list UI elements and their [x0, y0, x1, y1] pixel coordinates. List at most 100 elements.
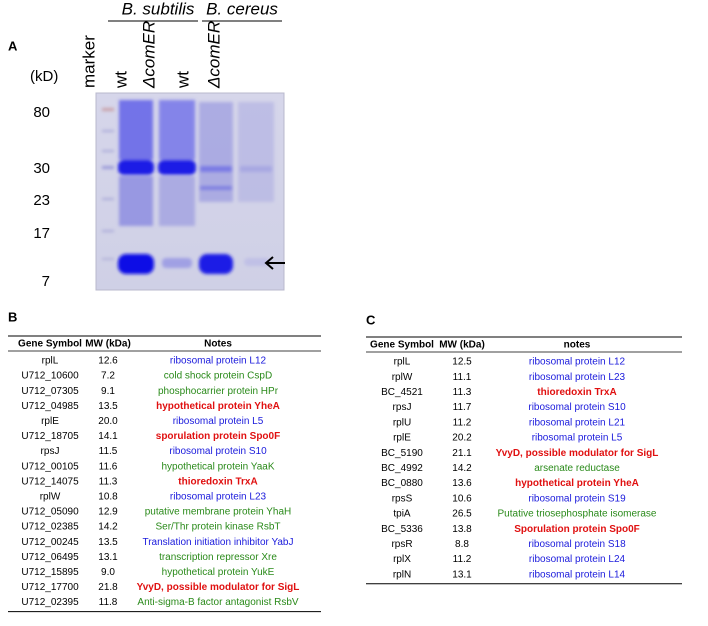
- column-header: notes: [564, 340, 591, 351]
- molecular-weight: 11.8: [99, 597, 118, 608]
- molecular-weight: 13.8: [452, 524, 472, 535]
- gene-symbol: U712_02395: [21, 597, 79, 608]
- gene-symbol: BC_4992: [381, 463, 423, 474]
- panel-label: C: [366, 312, 376, 327]
- molecular-weight: 11.2: [453, 417, 472, 428]
- gene-symbol: rpsR: [391, 539, 412, 550]
- molecular-weight: 7.2: [101, 371, 115, 382]
- molecular-weight: 11.3: [99, 476, 118, 487]
- gene-symbol: rplU: [393, 417, 411, 428]
- note: ribosomal protein L5: [532, 433, 623, 444]
- panel-label: B: [8, 309, 17, 324]
- molecular-weight: 9.0: [101, 567, 115, 578]
- molecular-weight: 14.2: [98, 522, 118, 533]
- molecular-weight: 11.7: [453, 402, 472, 413]
- molecular-weight: 21.8: [98, 582, 118, 593]
- gene-symbol: BC_5190: [381, 448, 423, 459]
- column-header: Gene Symbol: [370, 340, 434, 351]
- note: hypothetical protein YukE: [162, 567, 275, 578]
- note: hypothetical protein YheA: [156, 401, 280, 412]
- note: ribosomal protein L24: [529, 554, 626, 565]
- molecular-weight: 13.6: [452, 478, 472, 489]
- molecular-weight: 10.6: [452, 493, 472, 504]
- gene-symbol: BC_0880: [381, 478, 423, 489]
- species-label: B. subtilis: [122, 0, 195, 18]
- mw-label: 80: [33, 104, 50, 121]
- note: arsenate reductase: [534, 463, 620, 474]
- molecular-weight: 20.0: [98, 416, 118, 427]
- gene-symbol: U712_02385: [21, 522, 79, 533]
- gene-symbol: U712_07305: [21, 386, 79, 397]
- molecular-weight: 11.3: [453, 387, 472, 398]
- mw-label: 23: [33, 192, 50, 209]
- gene-symbol: U712_00105: [21, 461, 79, 472]
- molecular-weight: 13.5: [98, 537, 118, 548]
- column-header: MW (kDa): [439, 340, 485, 351]
- lane-label: wt: [111, 71, 130, 89]
- molecular-weight: 8.8: [455, 539, 469, 550]
- note: ribosomal protein L14: [529, 569, 626, 580]
- note: thioredoxin TrxA: [178, 476, 257, 487]
- molecular-weight: 14.1: [98, 431, 118, 442]
- mw-label: 7: [42, 273, 50, 290]
- gene-symbol: rplW: [392, 372, 413, 383]
- gene-symbol: rpsJ: [41, 446, 60, 457]
- molecular-weight: 9.1: [101, 386, 115, 397]
- note: Translation initiation inhibitor YabJ: [142, 537, 293, 548]
- molecular-weight: 13.1: [452, 569, 472, 580]
- gene-symbol: rpsJ: [393, 402, 412, 413]
- molecular-weight: 12.5: [452, 357, 472, 368]
- note: phosphocarrier protein HPr: [158, 386, 279, 397]
- gene-symbol: U712_17700: [21, 582, 79, 593]
- note: Ser/Thr protein kinase RsbT: [155, 522, 280, 533]
- note: ribosomal protein L23: [170, 492, 267, 503]
- molecular-weight: 11.6: [99, 461, 118, 472]
- note: ribosomal protein L23: [529, 372, 626, 383]
- molecular-weight: 12.6: [98, 356, 118, 367]
- gene-symbol: rplE: [41, 416, 59, 427]
- molecular-weight: 10.8: [98, 492, 118, 503]
- gene-symbol: tpiA: [393, 509, 411, 520]
- molecular-weight: 12.9: [98, 507, 118, 518]
- gene-symbol: rplL: [394, 357, 411, 368]
- column-header: Gene Symbol: [18, 339, 82, 350]
- gel: [95, 92, 285, 291]
- molecular-weight: 11.5: [99, 446, 118, 457]
- note: ribosomal protein S18: [528, 539, 626, 550]
- note: YvyD, possible modulator for SigL: [496, 448, 659, 459]
- gene-symbol: rpsS: [392, 493, 413, 504]
- molecular-weight: 21.1: [452, 448, 472, 459]
- molecular-weight: 11.1: [453, 372, 472, 383]
- note: ribosomal protein L12: [170, 356, 267, 367]
- lane-label: marker: [79, 35, 98, 88]
- gene-symbol: BC_4521: [381, 387, 423, 398]
- molecular-weight: 13.1: [98, 552, 118, 563]
- gene-symbol: U712_14075: [21, 476, 79, 487]
- gene-symbol: rplL: [42, 356, 59, 367]
- lane-label: ΔcomER: [139, 21, 158, 89]
- lane-label: ΔcomER: [204, 21, 223, 89]
- gene-symbol: rplN: [393, 569, 411, 580]
- molecular-weight: 11.2: [453, 554, 472, 565]
- note: thioredoxin TrxA: [537, 387, 616, 398]
- gene-symbol: U712_00245: [21, 537, 79, 548]
- gene-symbol: rplX: [393, 554, 411, 565]
- mw-label: 30: [33, 160, 50, 177]
- note: Putative triosephosphate isomerase: [498, 509, 657, 520]
- species-label: B. cereus: [206, 0, 278, 18]
- note: sporulation protein Spo0F: [156, 431, 280, 442]
- note: ribosomal protein L21: [529, 417, 626, 428]
- note: Anti-sigma-B factor antagonist RsbV: [137, 597, 299, 608]
- note: ribosomal protein S10: [169, 446, 267, 457]
- unit-label: (kD): [30, 68, 58, 85]
- note: ribosomal protein L12: [529, 357, 626, 368]
- gene-symbol: U712_04985: [21, 401, 79, 412]
- gene-symbol: rplE: [393, 433, 411, 444]
- gene-symbol: U712_10600: [21, 371, 79, 382]
- gene-symbol: U712_06495: [21, 552, 79, 563]
- lane-label: wt: [173, 71, 192, 89]
- mw-label: 17: [33, 225, 50, 242]
- gene-symbol: BC_5336: [381, 524, 423, 535]
- gene-symbol: rplW: [40, 492, 61, 503]
